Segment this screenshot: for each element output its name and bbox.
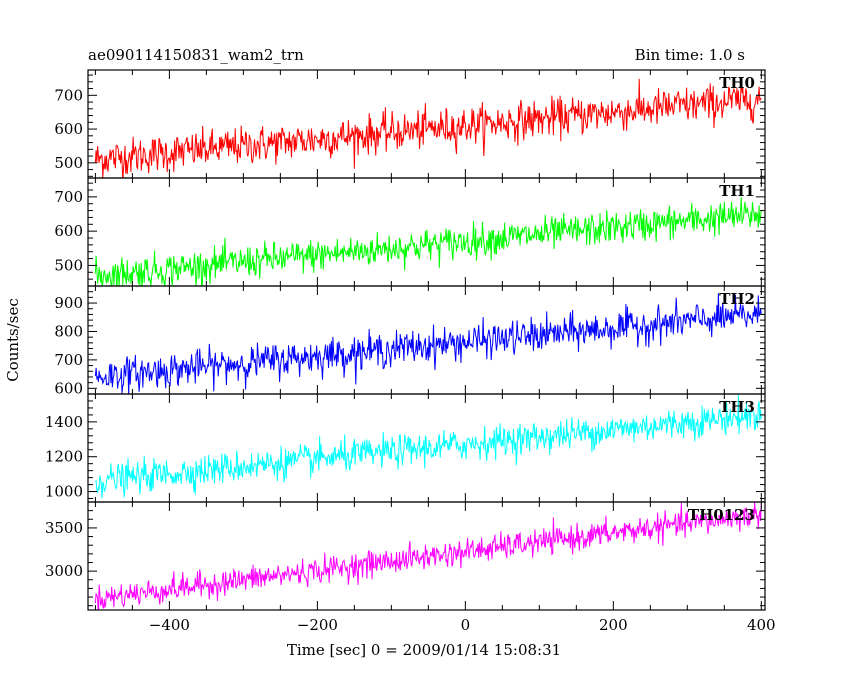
panel-label-th2: TH2: [719, 290, 755, 308]
panel-label-th3: TH3: [719, 398, 755, 416]
panel-th1: 500 600 700 TH1: [54, 177, 766, 287]
panel-label-th0123: TH0123: [688, 506, 755, 524]
y-tick-label: 3000: [45, 562, 83, 580]
x-tick-label: −200: [297, 616, 338, 634]
y-tick-label: 1200: [45, 448, 83, 466]
panel-frame: [87, 69, 766, 179]
y-tick-label: 700: [54, 188, 83, 206]
y-axis-label: Counts/sec: [4, 298, 22, 382]
panel-th0123: 3000 3500 TH0123: [45, 501, 766, 611]
panel-label-th1: TH1: [719, 182, 755, 200]
y-tick-label: 700: [54, 86, 83, 104]
series-line-th0123: [94, 502, 762, 610]
bin-time-label: Bin time: 1.0 s: [635, 46, 745, 64]
y-tick-label: 1000: [45, 483, 83, 501]
x-tick-label: 400: [747, 616, 776, 634]
series-line-th0: [94, 77, 762, 178]
chart-title: ae090114150831_wam2_trn: [88, 46, 304, 64]
x-tick-label: −400: [149, 616, 190, 634]
series-line-th2: [94, 293, 762, 394]
y-tick-label: 500: [54, 154, 83, 172]
x-tick-label: 200: [599, 616, 628, 634]
y-tick-label: 900: [54, 294, 83, 312]
y-tick-label: 700: [54, 351, 83, 369]
y-tick-label: 1400: [45, 413, 83, 431]
x-tick-label: 0: [461, 616, 471, 634]
panel-th0: 500 600 700 TH0: [54, 69, 766, 179]
y-tick-label: 500: [54, 256, 83, 274]
y-tick-label: 3500: [45, 519, 83, 537]
panels-group: 500 600 700 TH0 500 600 700 TH1 600 700 800 900 TH2 1…: [45, 69, 766, 611]
panel-frame: [87, 501, 766, 611]
panel-th3: 1000 1200 1400 TH3: [45, 393, 766, 503]
series-line-th3: [94, 394, 762, 499]
panel-frame: [87, 285, 766, 395]
y-tick-label: 600: [54, 379, 83, 397]
y-tick-label: 800: [54, 322, 83, 340]
y-tick-label: 600: [54, 120, 83, 138]
x-axis: −400 −200 0 200 400: [149, 616, 776, 634]
panel-th2: 600 700 800 900 TH2: [54, 285, 766, 397]
y-tick-label: 600: [54, 222, 83, 240]
series-line-th1: [94, 197, 762, 286]
panel-label-th0: TH0: [719, 74, 755, 92]
x-axis-label: Time [sec] 0 = 2009/01/14 15:08:31: [287, 641, 561, 659]
